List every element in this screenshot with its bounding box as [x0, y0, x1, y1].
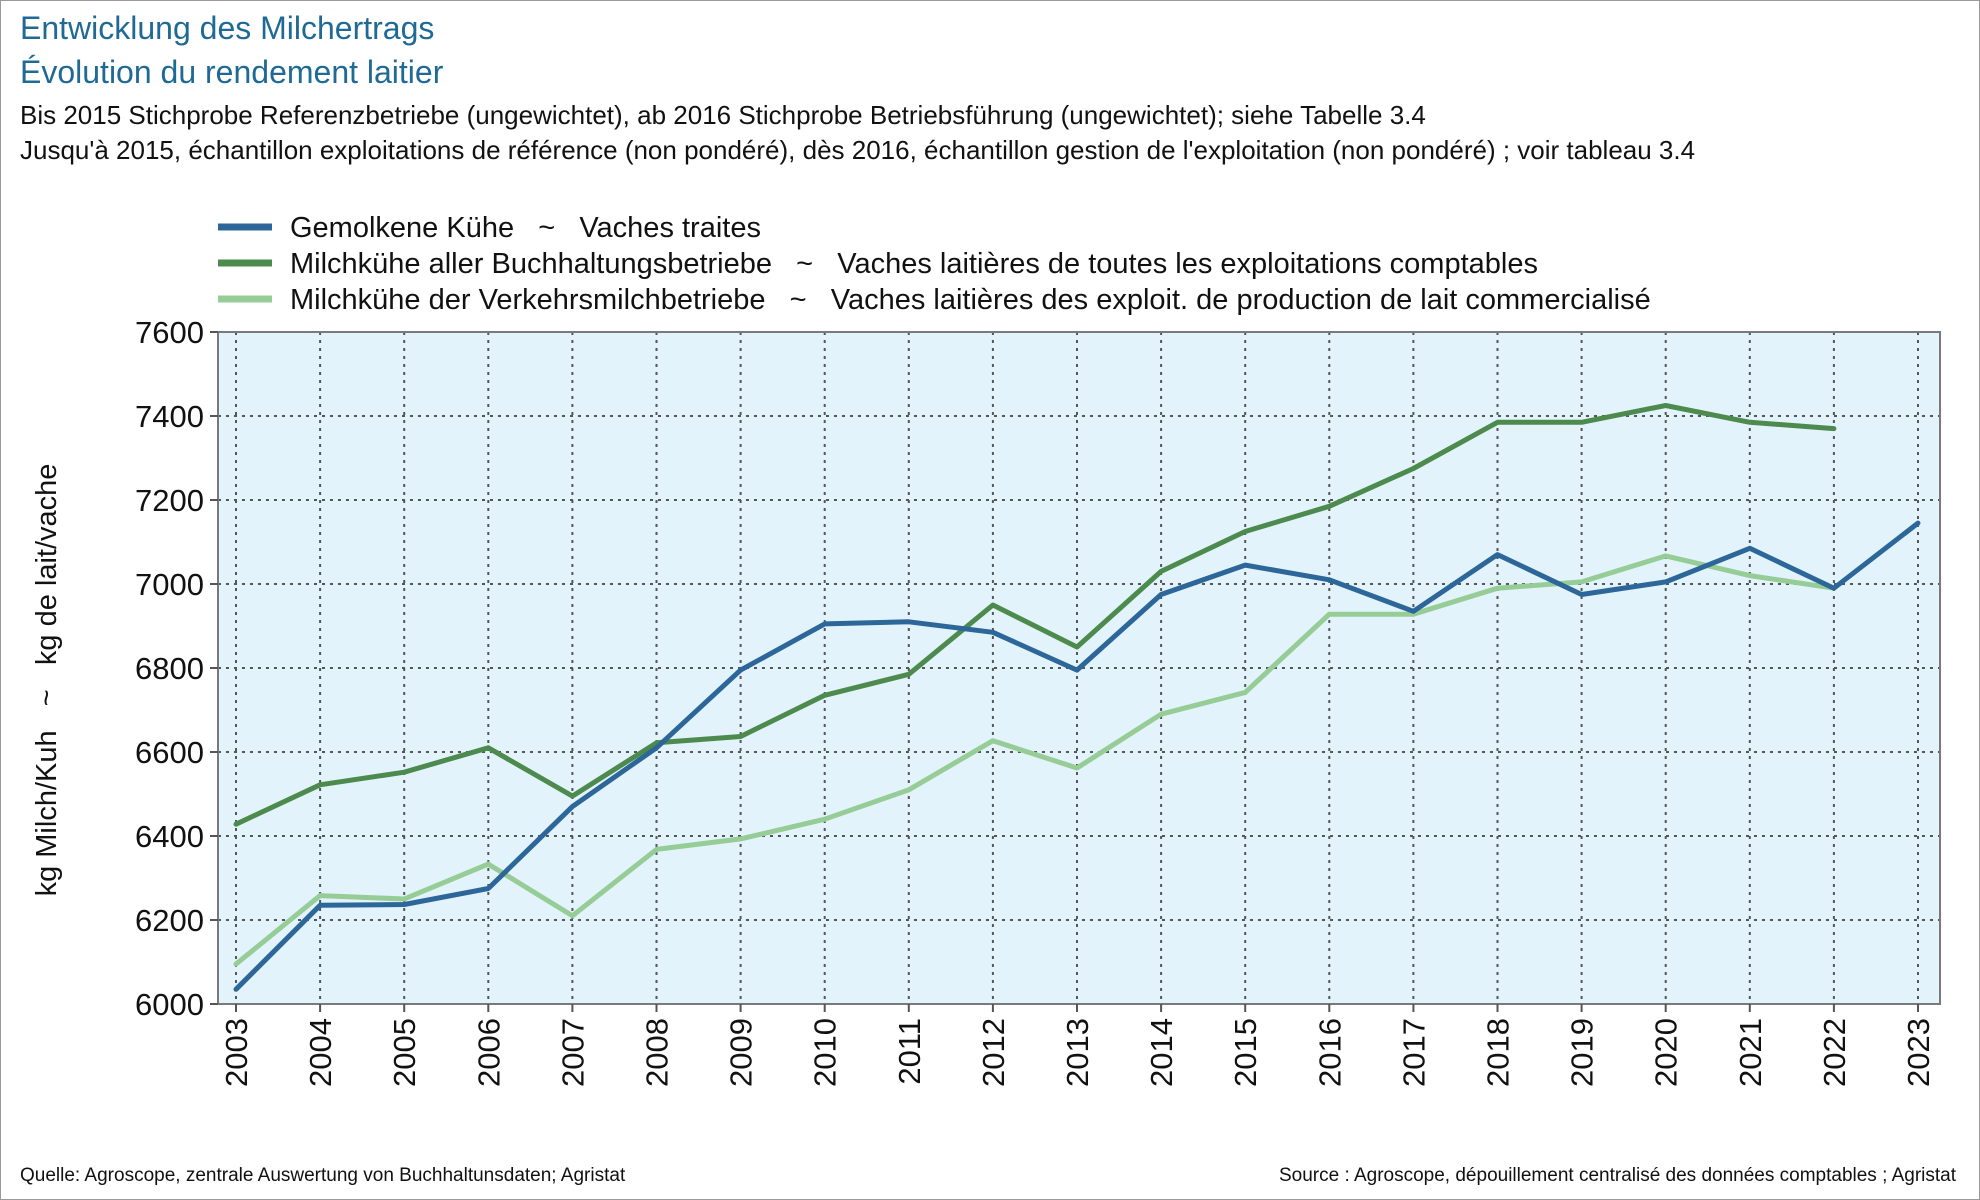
y-tick-label: 6800 — [135, 651, 204, 686]
x-tick-label: 2018 — [1481, 1018, 1516, 1087]
x-tick-label: 2011 — [892, 1018, 927, 1085]
x-tick-label: 2004 — [303, 1018, 338, 1087]
series-line-2 — [233, 403, 1837, 827]
y-tick-label: 7000 — [135, 567, 204, 602]
x-tick-label: 2014 — [1144, 1018, 1179, 1087]
x-tick-label: 2019 — [1565, 1018, 1600, 1087]
y-tick-label: 7200 — [135, 483, 204, 518]
legend-label-2: Milchkühe aller Buchhaltungsbetriebe ~ V… — [290, 248, 1538, 280]
legend-label-3: Milchkühe der Verkehrsmilchbetriebe ~ Va… — [290, 284, 1651, 316]
x-tick-label: 2016 — [1312, 1018, 1347, 1087]
y-tick-label: 6000 — [135, 987, 204, 1022]
x-tick-label: 2023 — [1901, 1018, 1936, 1087]
x-tick-label: 2009 — [724, 1018, 759, 1087]
chart-subtitle-de: Bis 2015 Stichprobe Referenzbetriebe (un… — [20, 100, 1426, 130]
y-tick-label: 6600 — [135, 735, 204, 770]
source-note-de: Quelle: Agroscope, zentrale Auswertung v… — [20, 1165, 626, 1186]
y-tick-label: 7400 — [135, 399, 204, 434]
y-tick-label: 6400 — [135, 819, 204, 854]
chart-subtitle-fr: Jusqu'à 2015, échantillon exploitations … — [20, 135, 1696, 165]
y-tick-label: 7600 — [135, 315, 204, 350]
x-tick-label: 2012 — [976, 1018, 1011, 1087]
x-tick-label: 2008 — [640, 1018, 675, 1087]
x-tick-label: 2005 — [387, 1018, 422, 1087]
x-tick-label: 2006 — [471, 1018, 506, 1087]
x-tick-label: 2007 — [555, 1018, 590, 1087]
x-tick-label: 2015 — [1228, 1018, 1263, 1087]
x-tick-label: 2020 — [1649, 1018, 1684, 1087]
x-tick-label: 2021 — [1733, 1018, 1768, 1087]
y-axis-label: kg Milch/Kuh ~ kg de lait/vache — [31, 464, 63, 897]
x-tick-label: 2003 — [219, 1018, 254, 1087]
x-tick-label: 2017 — [1396, 1018, 1431, 1087]
x-tick-label: 2013 — [1060, 1018, 1095, 1087]
x-tick-label: 2022 — [1817, 1018, 1852, 1087]
chart-title-de: Entwicklung des Milchertrags — [20, 10, 435, 46]
y-tick-label: 6200 — [135, 903, 204, 938]
x-tick-label: 2010 — [808, 1018, 843, 1087]
source-note-fr: Source : Agroscope, dépouillement centra… — [1278, 1165, 1956, 1186]
legend-label-1: Gemolkene Kühe ~ Vaches traites — [290, 212, 761, 244]
series-line-1 — [233, 520, 1921, 992]
chart-title-fr: Évolution du rendement laitier — [20, 54, 444, 90]
